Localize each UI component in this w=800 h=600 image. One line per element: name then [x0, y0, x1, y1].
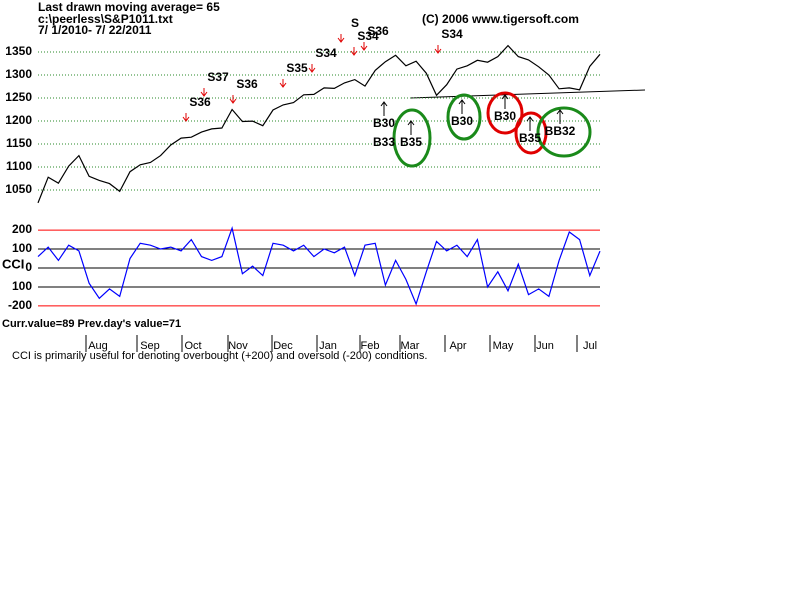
- y-tick-label: 1150: [6, 136, 32, 150]
- signal-arrow: [200, 91, 208, 97]
- signal-label: S34: [357, 29, 379, 43]
- y-tick-label: 1200: [5, 113, 32, 127]
- signal-label: B35: [400, 135, 422, 149]
- x-tick-label: Apr: [449, 340, 466, 352]
- date-range: 7/ 1/2010- 7/ 22/2011: [38, 23, 152, 37]
- signal-label: S36: [236, 77, 258, 91]
- x-tick-label: Dec: [273, 340, 293, 352]
- y-tick-label: 1300: [5, 67, 32, 81]
- y-tick-label: 1350: [5, 44, 32, 58]
- signal-label: S35: [286, 61, 308, 75]
- cci-line: [37, 226, 601, 306]
- circle: [514, 111, 548, 155]
- circle: [446, 93, 482, 141]
- signal-label: B35: [519, 131, 541, 145]
- signal-label: S36: [189, 95, 211, 109]
- y-tick-label: -200: [8, 298, 32, 312]
- signal-label: B33: [373, 135, 395, 149]
- signal-arrow: [458, 99, 466, 105]
- signal-label: B30: [494, 109, 516, 123]
- signal-label: B30: [373, 116, 395, 130]
- title: Last drawn moving average= 65: [38, 0, 220, 14]
- copyright: (C) 2006 www.tigersoft.com: [422, 12, 579, 26]
- x-tick-label: May: [493, 340, 514, 352]
- support-line: [409, 89, 646, 99]
- circle: [536, 106, 592, 158]
- x-tick-label: Jun: [536, 340, 554, 352]
- y-tick-label: 1100: [6, 159, 32, 173]
- signal-label: S36: [367, 24, 389, 38]
- signal-arrow: [501, 94, 509, 100]
- y-tick-label: 100: [12, 279, 32, 293]
- y-tick-label: 1050: [5, 182, 32, 196]
- x-tick-label: Mar: [401, 340, 420, 352]
- note: CCI is primarily useful for denoting ove…: [12, 350, 427, 362]
- x-tick-label: Sep: [140, 340, 160, 352]
- x-tick-label: Aug: [88, 340, 108, 352]
- signal-label: S34: [441, 27, 463, 41]
- signal-arrow: [182, 116, 190, 122]
- signal-arrow: [526, 116, 534, 122]
- signal-label: B30: [451, 114, 473, 128]
- signal-arrow: [337, 37, 345, 43]
- signal-arrow: [556, 109, 564, 115]
- file-name: c:\peerless\S&P1011.txt: [38, 12, 173, 26]
- signal-label: S37: [207, 70, 229, 84]
- x-tick-label: Jan: [319, 340, 337, 352]
- signal-arrow: [434, 48, 442, 54]
- cci-label: CCI: [2, 256, 24, 271]
- x-tick-label: Feb: [361, 340, 380, 352]
- signal-label: BB32: [545, 124, 576, 138]
- y-tick-label: 1250: [5, 90, 32, 104]
- x-tick-label: Oct: [184, 340, 201, 352]
- signal-arrow: [308, 67, 316, 73]
- signal-arrow: [407, 120, 415, 126]
- signal-label: S34: [315, 46, 337, 60]
- signal-arrow: [380, 101, 388, 107]
- signal-arrow: [229, 98, 237, 104]
- x-tick-label: Jul: [583, 340, 597, 352]
- circle: [486, 91, 524, 135]
- circle: [392, 108, 432, 168]
- y-tick-label: 0: [25, 260, 32, 274]
- current-value: Curr.value=89 Prev.day's value=71: [2, 318, 181, 330]
- x-tick-label: Nov: [228, 340, 248, 352]
- signal-arrow: [360, 45, 368, 51]
- price-line: [37, 44, 601, 204]
- y-tick-label: 100: [12, 241, 32, 255]
- signal-label: S: [351, 16, 359, 30]
- signal-arrow: [350, 50, 358, 56]
- signal-arrow: [279, 82, 287, 88]
- y-tick-label: 200: [12, 222, 32, 236]
